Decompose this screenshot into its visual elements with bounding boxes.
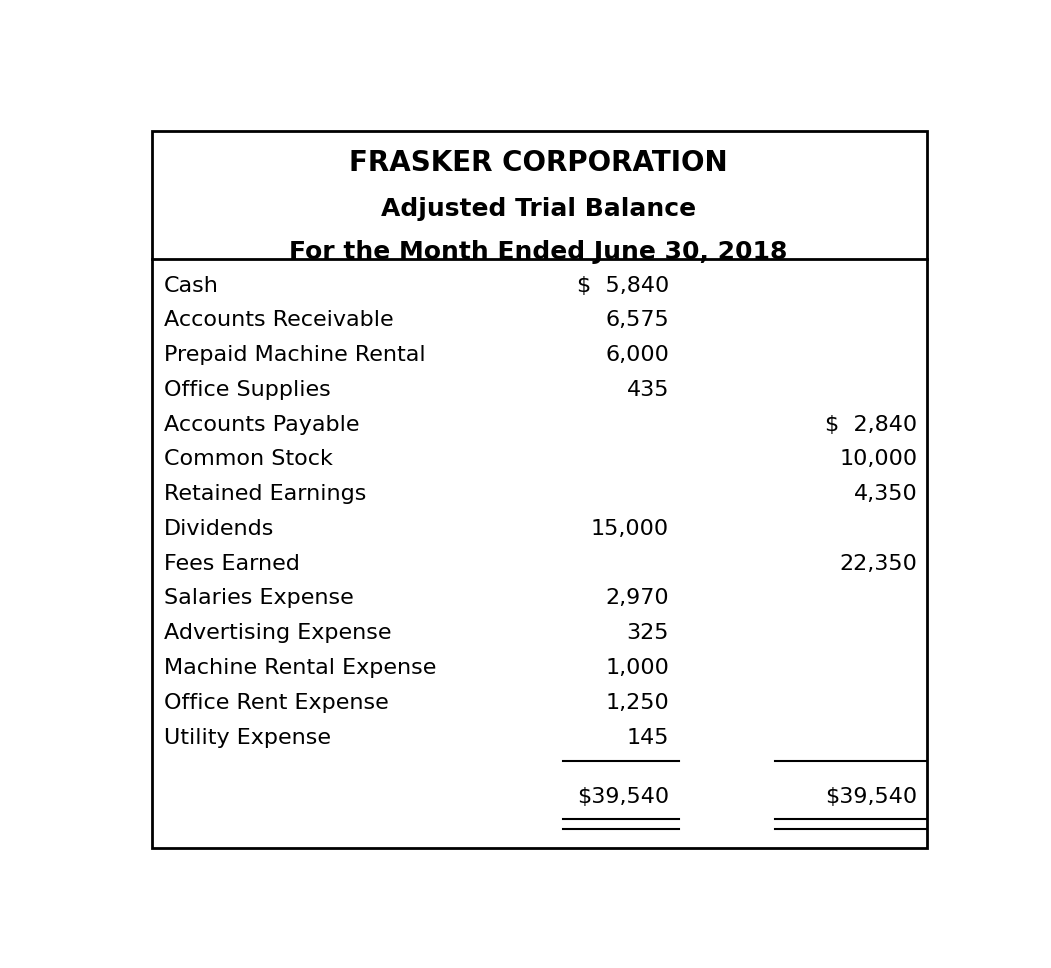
Text: 6,000: 6,000: [605, 346, 669, 365]
Text: 6,575: 6,575: [605, 311, 669, 330]
Text: 1,000: 1,000: [605, 658, 669, 678]
Text: For the Month Ended June 30, 2018: For the Month Ended June 30, 2018: [289, 240, 788, 263]
Text: 15,000: 15,000: [591, 519, 669, 539]
Text: Prepaid Machine Rental: Prepaid Machine Rental: [164, 346, 426, 365]
Text: Accounts Payable: Accounts Payable: [164, 414, 359, 435]
Text: Common Stock: Common Stock: [164, 449, 333, 469]
Text: Fees Earned: Fees Earned: [164, 554, 300, 574]
Text: Office Rent Expense: Office Rent Expense: [164, 693, 389, 712]
Text: $  5,840: $ 5,840: [577, 276, 669, 295]
Text: Accounts Receivable: Accounts Receivable: [164, 311, 393, 330]
Text: 2,970: 2,970: [605, 589, 669, 609]
Text: $39,540: $39,540: [577, 787, 669, 806]
Text: $39,540: $39,540: [825, 787, 918, 806]
Text: Adjusted Trial Balance: Adjusted Trial Balance: [382, 197, 696, 221]
Text: Cash: Cash: [164, 276, 219, 295]
Text: 325: 325: [626, 623, 669, 644]
Text: 435: 435: [626, 379, 669, 400]
Text: Office Supplies: Office Supplies: [164, 379, 331, 400]
Text: Retained Earnings: Retained Earnings: [164, 484, 367, 504]
Text: 22,350: 22,350: [840, 554, 918, 574]
Text: Machine Rental Expense: Machine Rental Expense: [164, 658, 436, 678]
Text: Advertising Expense: Advertising Expense: [164, 623, 391, 644]
Text: Dividends: Dividends: [164, 519, 274, 539]
Text: FRASKER CORPORATION: FRASKER CORPORATION: [349, 149, 728, 177]
Text: Salaries Expense: Salaries Expense: [164, 589, 354, 609]
Text: 145: 145: [626, 728, 669, 747]
Text: $  2,840: $ 2,840: [825, 414, 918, 435]
Text: 4,350: 4,350: [853, 484, 918, 504]
Text: 1,250: 1,250: [605, 693, 669, 712]
Text: 10,000: 10,000: [840, 449, 918, 469]
Text: Utility Expense: Utility Expense: [164, 728, 331, 747]
